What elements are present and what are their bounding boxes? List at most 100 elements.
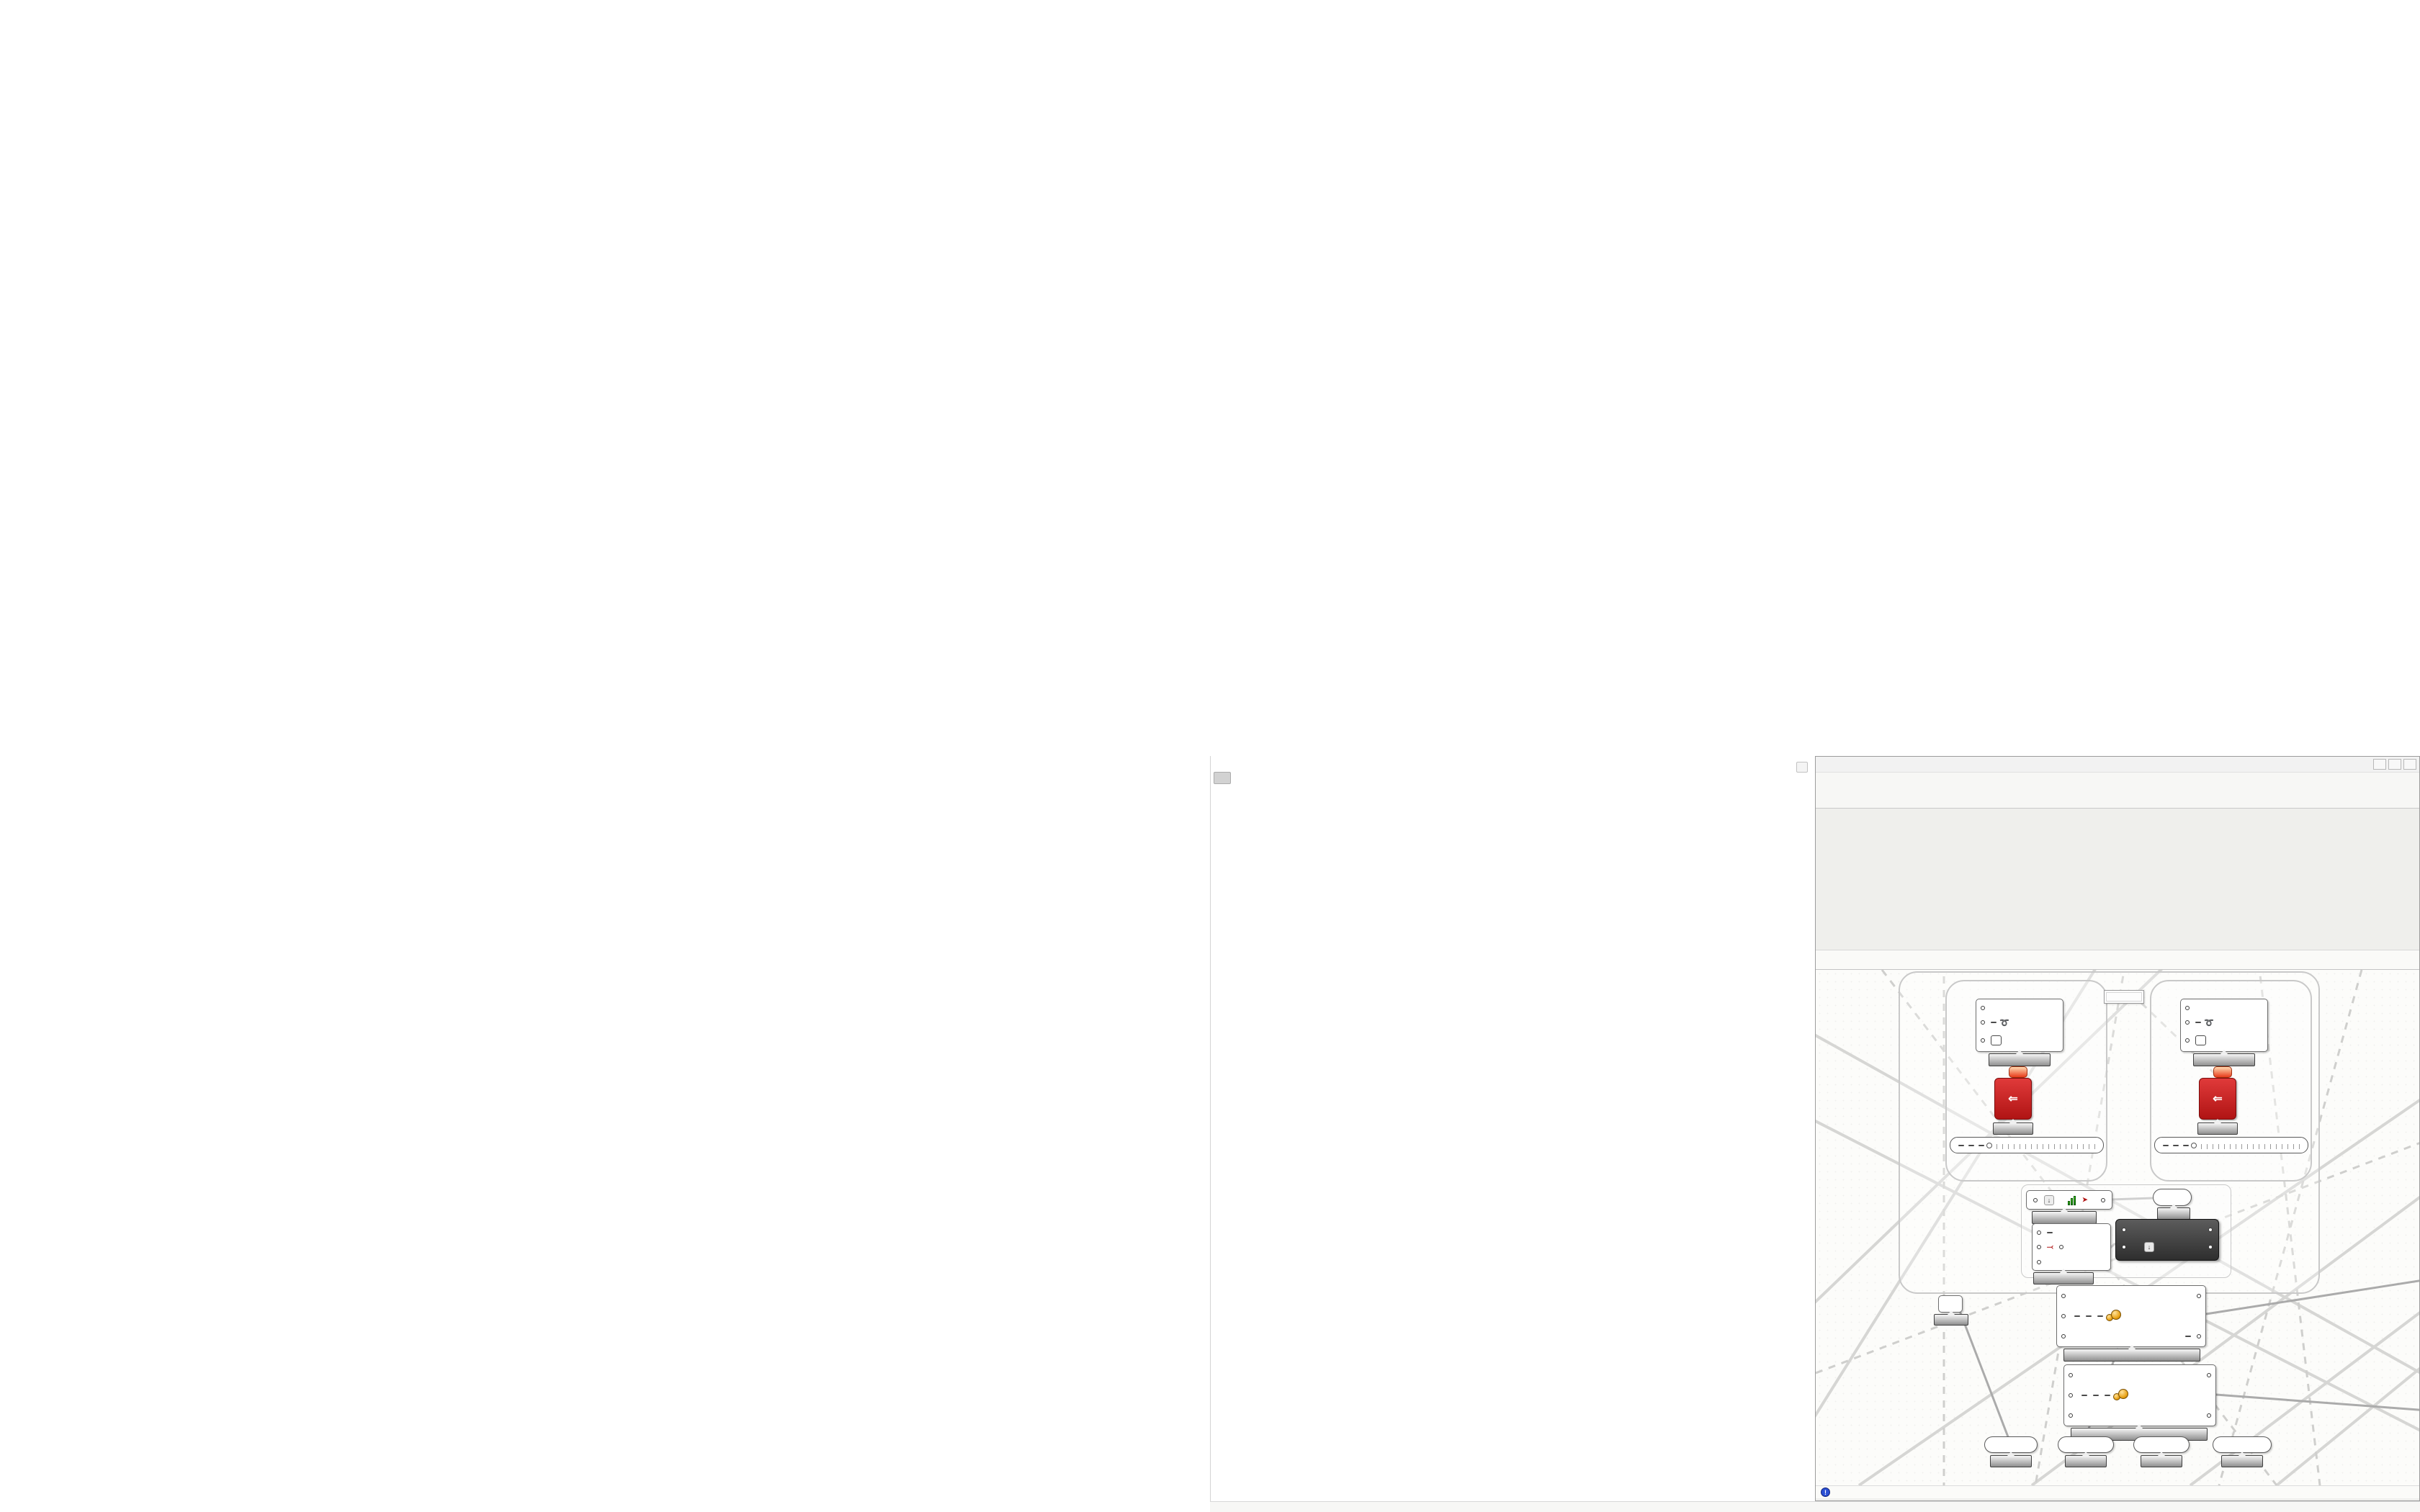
slider-ruler[interactable] — [2201, 1144, 2302, 1149]
component-palette — [1816, 809, 2419, 950]
scale-component[interactable] — [2056, 1285, 2206, 1347]
output-port[interactable] — [2207, 1373, 2211, 1377]
input-port[interactable] — [2037, 1259, 2041, 1264]
input-port[interactable] — [2061, 1334, 2066, 1338]
rhino-viewport[interactable] — [1210, 756, 1815, 1501]
profiler-badge — [2032, 1207, 2097, 1224]
menu-bar — [1816, 773, 2419, 788]
gate-arrow-icon: ⇐ — [2213, 1093, 2223, 1105]
center-x[interactable] — [2081, 1395, 2087, 1396]
color-swatch[interactable] — [2195, 1035, 2206, 1045]
grasshopper-window: ➰ ⇐ ➰ — [1815, 756, 2420, 1501]
curve-squiggle-icon: ➰ — [2204, 1018, 2214, 1027]
stream-filter-component[interactable]: ⤙ — [2032, 1223, 2111, 1271]
boolean-toggle[interactable] — [2104, 990, 2144, 1004]
input-port[interactable] — [2037, 1230, 2041, 1235]
input-port[interactable] — [1981, 1038, 1985, 1043]
profiler-badge — [1989, 1050, 2051, 1066]
profiler-badge — [2221, 1452, 2263, 1467]
input-port[interactable] — [2069, 1373, 2073, 1377]
factor-value[interactable] — [2185, 1336, 2191, 1337]
number-slider[interactable] — [2058, 1436, 2114, 1453]
input-port[interactable] — [2069, 1413, 2073, 1418]
close-button[interactable] — [2403, 759, 2416, 770]
fork-arrow-icon: ⤙ — [2047, 1242, 2053, 1251]
error-stream-gate[interactable]: ⇐ — [1994, 1078, 2032, 1120]
custom-preview-component[interactable]: ➰ — [2180, 999, 2268, 1052]
center-y[interactable] — [2093, 1395, 2099, 1396]
input-port[interactable] — [2033, 1197, 2038, 1202]
input-port[interactable] — [2122, 1245, 2126, 1249]
color-swatch[interactable] — [1991, 1035, 2002, 1045]
red-capsule — [2009, 1066, 2027, 1078]
input-port[interactable] — [2122, 1228, 2126, 1232]
input-port[interactable] — [2185, 1020, 2190, 1025]
red-capsule — [2213, 1066, 2232, 1078]
flatten-icon: ↓ — [2144, 1242, 2154, 1252]
output-port[interactable] — [2207, 1413, 2211, 1418]
gh-canvas[interactable]: ➰ ⇐ ➰ — [1816, 970, 2419, 1485]
center-x[interactable] — [2074, 1315, 2080, 1317]
input-port[interactable] — [1981, 1005, 1985, 1010]
gate-arrow-icon: ⇐ — [2008, 1093, 2018, 1105]
input-port[interactable] — [2185, 1038, 2190, 1043]
center-z[interactable] — [2105, 1395, 2110, 1396]
slider-knob[interactable] — [2191, 1142, 2197, 1148]
slider-ruler[interactable] — [1996, 1144, 2097, 1149]
min-value[interactable] — [2163, 1144, 2169, 1146]
output-port[interactable] — [2197, 1334, 2201, 1338]
window-titlebar[interactable] — [1816, 757, 2419, 773]
number-slider-edit[interactable] — [2154, 1137, 2308, 1153]
category-tabs — [1816, 788, 2419, 809]
error-stream-gate[interactable]: ⇐ — [2199, 1078, 2236, 1120]
input-port[interactable] — [1981, 1020, 1985, 1025]
input-port[interactable] — [2037, 1245, 2041, 1249]
curve-squiggle-icon: ➰ — [1999, 1018, 2009, 1027]
viewport-close-button[interactable] — [1796, 762, 1808, 773]
status-bar: ! — [1816, 1485, 2419, 1498]
digits-value[interactable] — [2183, 1144, 2189, 1146]
profiler-badge — [1934, 1310, 1968, 1326]
input-port[interactable] — [2061, 1294, 2066, 1298]
center-z[interactable] — [2097, 1315, 2103, 1317]
thickness-value[interactable] — [1991, 1022, 1996, 1023]
orient-component-selected[interactable]: ↓ — [2115, 1219, 2219, 1261]
number-slider[interactable] — [2133, 1436, 2190, 1453]
taskbar-half — [1210, 1501, 2420, 1512]
red-arrow-icon: ➤ — [2082, 1196, 2088, 1203]
number-slider-edit[interactable] — [1950, 1137, 2104, 1153]
profiler-badge — [2197, 1119, 2238, 1135]
number-slider[interactable] — [2213, 1436, 2272, 1453]
number-slider[interactable] — [1984, 1436, 2038, 1453]
output-port[interactable] — [2101, 1197, 2106, 1202]
input-port[interactable] — [2069, 1393, 2073, 1398]
value-panel[interactable] — [2153, 1189, 2192, 1206]
quadrant: ➰ ⇐ ➰ — [1210, 756, 2420, 1501]
min-value[interactable] — [1958, 1144, 1964, 1146]
output-port[interactable] — [2197, 1294, 2201, 1298]
gate-value[interactable] — [2047, 1231, 2053, 1233]
digits-value[interactable] — [1978, 1144, 1984, 1146]
scale-spheres-icon — [2113, 1389, 2129, 1402]
scale-component[interactable] — [2063, 1364, 2216, 1426]
viewport-dock-button[interactable] — [1214, 772, 1231, 784]
output-port[interactable] — [2208, 1228, 2213, 1232]
thickness-value[interactable] — [2195, 1022, 2201, 1023]
max-value[interactable] — [1968, 1144, 1974, 1146]
slider-knob[interactable] — [1986, 1142, 1992, 1148]
input-port[interactable] — [2185, 1005, 2190, 1010]
output-port[interactable] — [2058, 1245, 2063, 1249]
minimize-button[interactable] — [2373, 759, 2386, 770]
maximize-button[interactable] — [2388, 759, 2401, 770]
profiler-badge — [2141, 1452, 2182, 1467]
profiler-badge — [1990, 1452, 2032, 1467]
profiler-badge — [2193, 1050, 2255, 1066]
output-port[interactable] — [2208, 1245, 2213, 1249]
custom-preview-component[interactable]: ➰ — [1976, 999, 2063, 1052]
center-y[interactable] — [2086, 1315, 2092, 1317]
max-value[interactable] — [2173, 1144, 2179, 1146]
profiler-badge — [2033, 1269, 2094, 1284]
input-port[interactable] — [2061, 1314, 2066, 1318]
list-length-component[interactable]: ↓ ➤ — [2026, 1190, 2112, 1210]
list-bars-icon — [2067, 1195, 2076, 1205]
